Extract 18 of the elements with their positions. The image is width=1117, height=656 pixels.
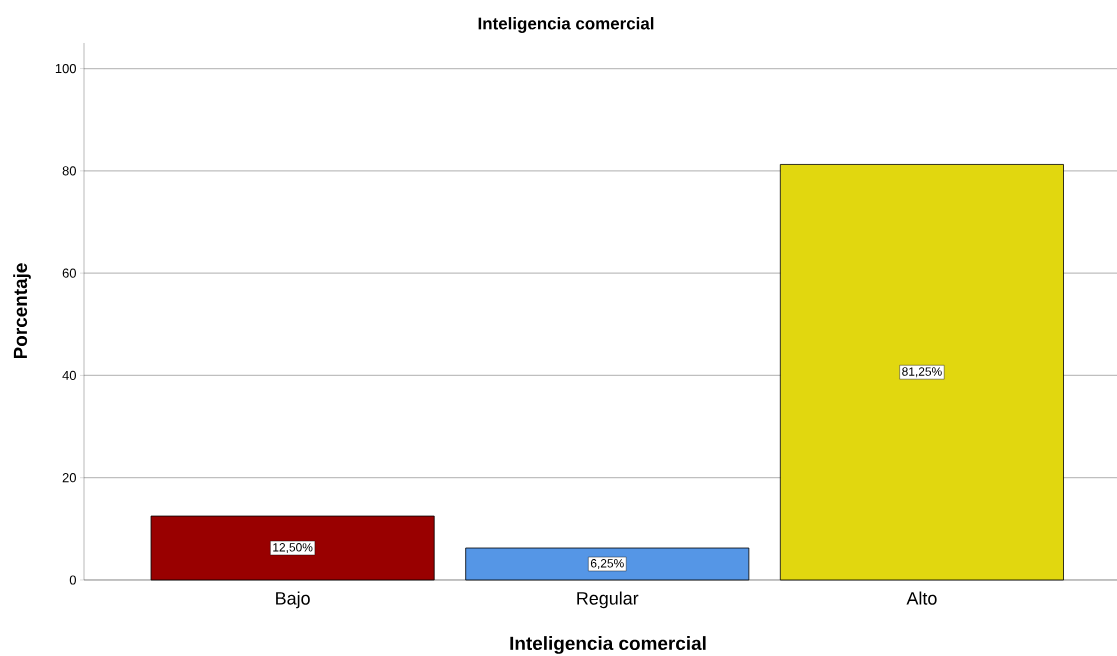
y-tick-label: 0 bbox=[69, 575, 76, 585]
y-tick-label: 40 bbox=[62, 370, 76, 380]
x-axis-title: Inteligencia comercial bbox=[510, 636, 706, 654]
chart-title: Inteligencia comercial bbox=[478, 17, 654, 33]
x-tick-label: Bajo bbox=[276, 591, 310, 609]
x-tick-label: Alto bbox=[906, 591, 937, 605]
y-tick-label: 20 bbox=[62, 473, 76, 483]
bar bbox=[779, 164, 1064, 581]
data-label: 6,25% bbox=[590, 559, 624, 569]
data-label: 12,50% bbox=[273, 543, 313, 553]
bar bbox=[465, 547, 750, 581]
data-label: 81,25% bbox=[902, 367, 942, 378]
y-tick-label: 100 bbox=[55, 63, 76, 74]
bar bbox=[150, 515, 435, 581]
y-axis-title: Porcentaje bbox=[13, 263, 31, 359]
y-tick-label: 80 bbox=[62, 166, 76, 176]
y-tick-label: 60 bbox=[62, 268, 76, 278]
x-tick-label: Regular bbox=[577, 591, 639, 609]
